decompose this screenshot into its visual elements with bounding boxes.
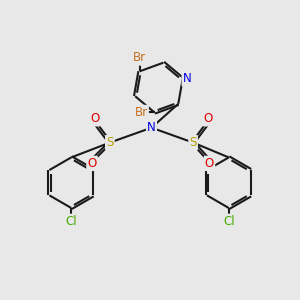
- Text: O: O: [205, 157, 214, 170]
- Text: O: O: [90, 112, 100, 125]
- Text: O: O: [87, 157, 97, 170]
- Text: O: O: [203, 112, 213, 125]
- Text: N: N: [147, 121, 156, 134]
- Text: N: N: [183, 72, 191, 86]
- Text: S: S: [106, 136, 114, 149]
- Text: Br: Br: [133, 52, 146, 64]
- Text: S: S: [189, 136, 197, 149]
- Text: Br: Br: [135, 106, 148, 119]
- Text: Cl: Cl: [65, 215, 77, 228]
- Text: Cl: Cl: [223, 215, 235, 228]
